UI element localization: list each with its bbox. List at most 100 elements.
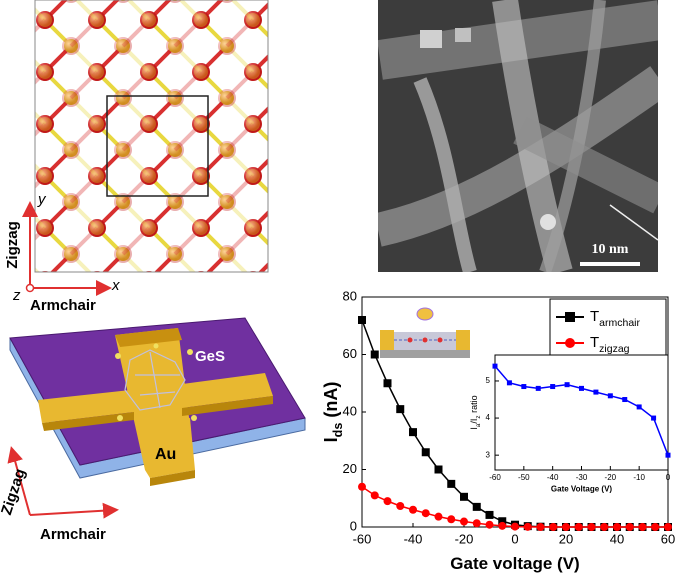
bond bbox=[279, 202, 305, 228]
atom bbox=[272, 39, 286, 53]
bond bbox=[331, 20, 357, 46]
atom bbox=[324, 247, 338, 261]
atom bbox=[272, 351, 286, 365]
x-tick-label: -60 bbox=[489, 473, 501, 482]
atom bbox=[168, 299, 182, 313]
atom bbox=[348, 219, 366, 237]
atom bbox=[90, 65, 104, 79]
atom bbox=[62, 193, 80, 211]
atom bbox=[90, 273, 104, 287]
atom bbox=[246, 273, 260, 287]
y-tick-label: 80 bbox=[343, 288, 357, 303]
atom bbox=[218, 245, 236, 263]
atom bbox=[196, 271, 206, 272]
y-tick-label: 60 bbox=[343, 346, 357, 361]
bond bbox=[279, 332, 305, 358]
marker bbox=[574, 523, 583, 531]
y-tick-label: 4 bbox=[486, 413, 491, 422]
bond bbox=[305, 150, 331, 176]
marker bbox=[625, 523, 634, 531]
atom bbox=[166, 141, 184, 159]
atom bbox=[194, 13, 208, 27]
atom bbox=[350, 221, 364, 235]
marker bbox=[447, 515, 456, 524]
marker bbox=[506, 380, 512, 386]
bond bbox=[0, 0, 19, 20]
bond bbox=[305, 254, 331, 280]
bond bbox=[357, 332, 383, 358]
bond bbox=[331, 0, 357, 20]
marker bbox=[447, 479, 456, 488]
bond bbox=[305, 0, 331, 20]
atom bbox=[246, 65, 260, 79]
bond bbox=[331, 98, 357, 124]
legend-label: Tarmchair bbox=[590, 308, 641, 329]
bond bbox=[279, 280, 305, 306]
atom bbox=[218, 89, 236, 107]
direction-x: Armchair bbox=[30, 297, 96, 314]
marker bbox=[383, 497, 392, 506]
atom bbox=[194, 273, 208, 287]
marker bbox=[549, 523, 558, 531]
atom bbox=[92, 271, 102, 272]
atom bbox=[348, 271, 366, 289]
atom bbox=[116, 299, 130, 313]
atom bbox=[114, 245, 132, 263]
marker bbox=[550, 384, 556, 390]
atom bbox=[0, 11, 2, 29]
axis-y: y bbox=[37, 191, 47, 208]
atom bbox=[142, 169, 156, 183]
marker bbox=[396, 502, 405, 511]
marker bbox=[651, 523, 660, 531]
atom bbox=[0, 323, 2, 341]
bond bbox=[305, 332, 331, 358]
marker bbox=[383, 379, 392, 388]
atom bbox=[12, 91, 26, 105]
bond bbox=[149, 280, 175, 306]
atom bbox=[220, 0, 234, 3]
marker bbox=[370, 350, 379, 359]
atom bbox=[322, 89, 340, 107]
marker bbox=[409, 505, 417, 514]
atom bbox=[218, 141, 236, 159]
bond bbox=[0, 150, 19, 176]
atom bbox=[298, 13, 312, 27]
x-tick-label: -50 bbox=[518, 473, 530, 482]
atom bbox=[218, 297, 236, 315]
legend-marker bbox=[565, 338, 575, 348]
atom bbox=[38, 65, 52, 79]
bond bbox=[331, 358, 357, 384]
atom bbox=[90, 13, 104, 27]
bond bbox=[305, 306, 331, 332]
bond bbox=[97, 306, 123, 332]
bond bbox=[279, 124, 305, 150]
atom bbox=[322, 37, 340, 55]
bond bbox=[253, 306, 279, 332]
bond bbox=[279, 46, 305, 72]
atom bbox=[324, 39, 338, 53]
atom bbox=[324, 91, 338, 105]
bond bbox=[279, 72, 305, 98]
axis-z: z bbox=[12, 287, 21, 304]
marker bbox=[460, 517, 468, 526]
atom bbox=[166, 193, 184, 211]
atom bbox=[348, 323, 366, 341]
marker bbox=[434, 465, 443, 474]
x-tick-label: -10 bbox=[633, 473, 645, 482]
marker bbox=[523, 522, 532, 531]
bond bbox=[258, 262, 268, 272]
atom bbox=[62, 37, 80, 55]
atom bbox=[64, 0, 78, 3]
bond bbox=[305, 228, 331, 254]
legend-label: Tzigzag bbox=[590, 334, 630, 355]
atom bbox=[272, 247, 286, 261]
atom bbox=[114, 141, 132, 159]
bond bbox=[331, 306, 357, 332]
bond bbox=[279, 358, 305, 384]
atom bbox=[12, 195, 26, 209]
atom bbox=[142, 65, 156, 79]
marker bbox=[421, 509, 430, 518]
atom bbox=[322, 141, 340, 159]
marker bbox=[492, 363, 498, 369]
atom bbox=[270, 193, 288, 211]
